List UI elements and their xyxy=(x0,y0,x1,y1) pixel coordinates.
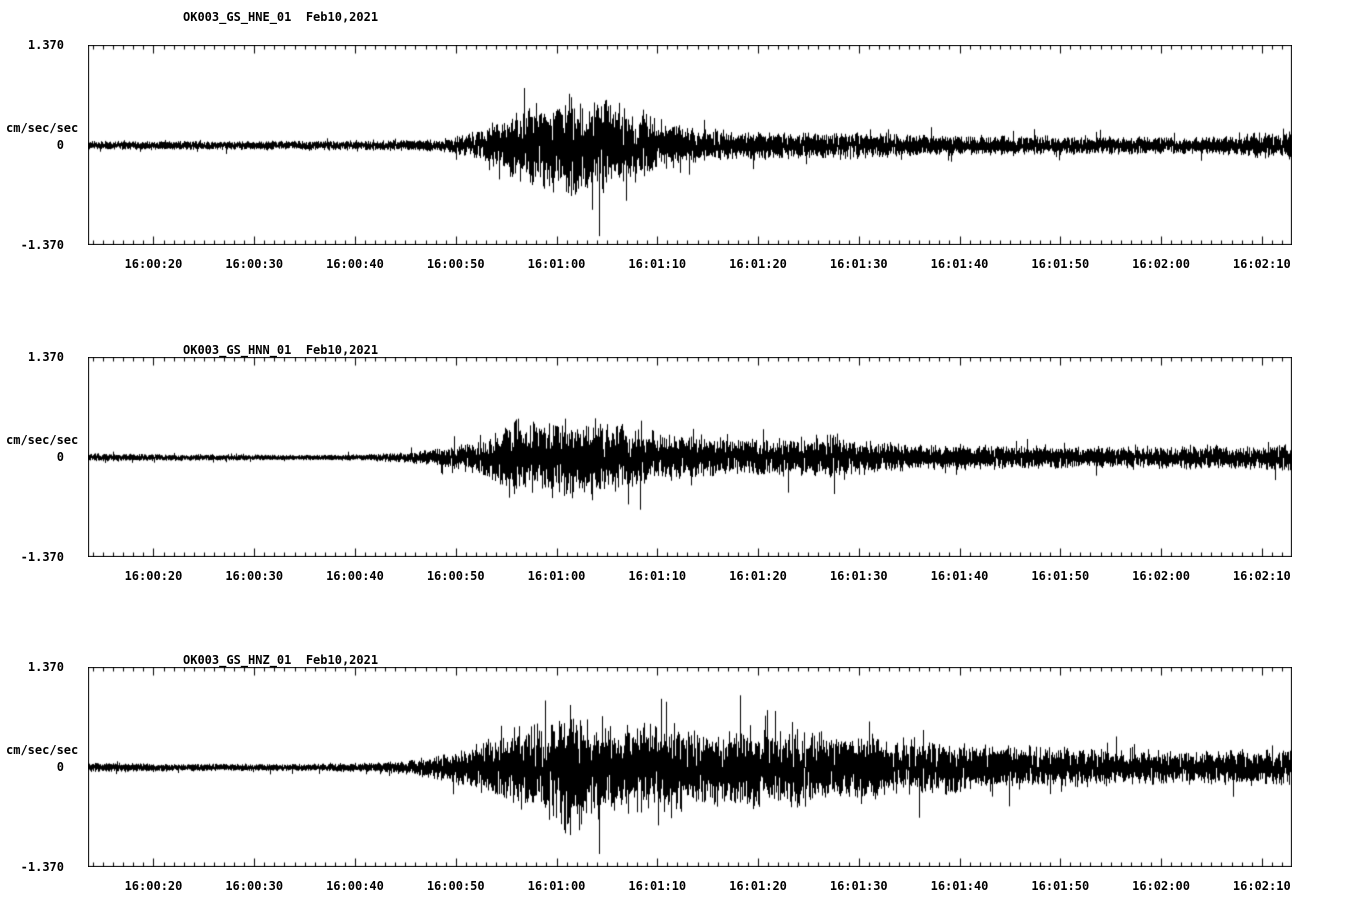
x-tick-label: 16:00:20 xyxy=(124,879,183,893)
x-tick-label: 16:01:30 xyxy=(829,569,888,583)
x-tick-label: 16:01:10 xyxy=(628,569,687,583)
y-axis-zero-label: 0 xyxy=(56,450,64,464)
x-tick-label: 16:02:10 xyxy=(1232,257,1291,271)
x-tick-label: 16:00:40 xyxy=(326,569,384,583)
y-axis-units-label: cm/sec/sec xyxy=(6,433,79,447)
x-axis-tick-labels: 16:00:20 16:00:30 16:00:40 16:00:50 16:01:00… xyxy=(0,569,1358,587)
x-tick-label: 16:01:00 xyxy=(527,257,586,271)
y-axis-min-label: -1.370 xyxy=(20,238,64,252)
x-tick-label: 16:00:20 xyxy=(124,257,183,271)
x-tick-label: 16:00:30 xyxy=(225,879,284,893)
x-tick-label: 16:02:00 xyxy=(1132,879,1190,893)
seismogram-panel-hnz: OK003_GS_HNZ_01 Feb10,2021 1.370 cm/sec/… xyxy=(0,653,1358,924)
x-tick-label: 16:01:20 xyxy=(729,257,787,271)
seismogram-panel-hne: OK003_GS_HNE_01 Feb10,2021 1.370 cm/sec/… xyxy=(0,10,1358,325)
x-tick-label: 16:00:40 xyxy=(326,879,384,893)
waveform-canvas-hne xyxy=(88,45,1292,245)
x-tick-label: 16:01:50 xyxy=(1031,879,1090,893)
x-tick-label: 16:00:40 xyxy=(326,257,384,271)
x-tick-label: 16:01:50 xyxy=(1031,569,1090,583)
x-tick-label: 16:02:00 xyxy=(1132,569,1190,583)
y-axis-max-label: 1.370 xyxy=(27,38,64,52)
x-tick-label: 16:01:40 xyxy=(930,257,989,271)
seismogram-panel-hnn: OK003_GS_HNN_01 Feb10,2021 1.370 cm/sec/… xyxy=(0,343,1358,637)
x-tick-label: 16:02:00 xyxy=(1132,257,1190,271)
y-axis-max-label: 1.370 xyxy=(27,660,64,674)
x-tick-label: 16:02:10 xyxy=(1232,879,1291,893)
y-axis-zero-label: 0 xyxy=(56,760,64,774)
trace-title-hnn: OK003_GS_HNN_01 Feb10,2021 xyxy=(183,343,379,357)
x-tick-label: 16:00:20 xyxy=(124,569,183,583)
y-axis-min-label: -1.370 xyxy=(20,860,64,874)
x-tick-label: 16:01:10 xyxy=(628,879,687,893)
x-tick-label: 16:01:10 xyxy=(628,257,687,271)
x-tick-label: 16:00:50 xyxy=(426,257,485,271)
x-tick-label: 16:00:30 xyxy=(225,569,284,583)
x-tick-label: 16:00:50 xyxy=(426,569,485,583)
y-axis-max-label: 1.370 xyxy=(27,350,64,364)
x-axis-tick-labels: 16:00:20 16:00:30 16:00:40 16:00:50 16:01:00… xyxy=(0,257,1358,275)
x-tick-label: 16:02:10 xyxy=(1232,569,1291,583)
trace-title-hne: OK003_GS_HNE_01 Feb10,2021 xyxy=(183,10,379,24)
x-tick-label: 16:01:00 xyxy=(527,569,586,583)
y-axis-zero-label: 0 xyxy=(56,138,64,152)
waveform-canvas-hnz xyxy=(88,667,1292,867)
x-tick-label: 16:01:30 xyxy=(829,879,888,893)
x-tick-label: 16:01:00 xyxy=(527,879,586,893)
y-axis-min-label: -1.370 xyxy=(20,550,64,564)
x-axis-tick-labels: 16:00:20 16:00:30 16:00:40 16:00:50 16:01:00… xyxy=(0,879,1358,897)
y-axis-units-label: cm/sec/sec xyxy=(6,121,79,135)
x-tick-label: 16:01:40 xyxy=(930,879,989,893)
x-tick-label: 16:00:50 xyxy=(426,879,485,893)
waveform-canvas-hnn xyxy=(88,357,1292,557)
x-tick-label: 16:01:40 xyxy=(930,569,989,583)
trace-title-hnz: OK003_GS_HNZ_01 Feb10,2021 xyxy=(183,653,379,667)
x-tick-label: 16:01:50 xyxy=(1031,257,1090,271)
x-tick-label: 16:01:20 xyxy=(729,569,787,583)
x-tick-label: 16:01:20 xyxy=(729,879,787,893)
y-axis-units-label: cm/sec/sec xyxy=(6,743,79,757)
x-tick-label: 16:00:30 xyxy=(225,257,284,271)
x-tick-label: 16:01:30 xyxy=(829,257,888,271)
